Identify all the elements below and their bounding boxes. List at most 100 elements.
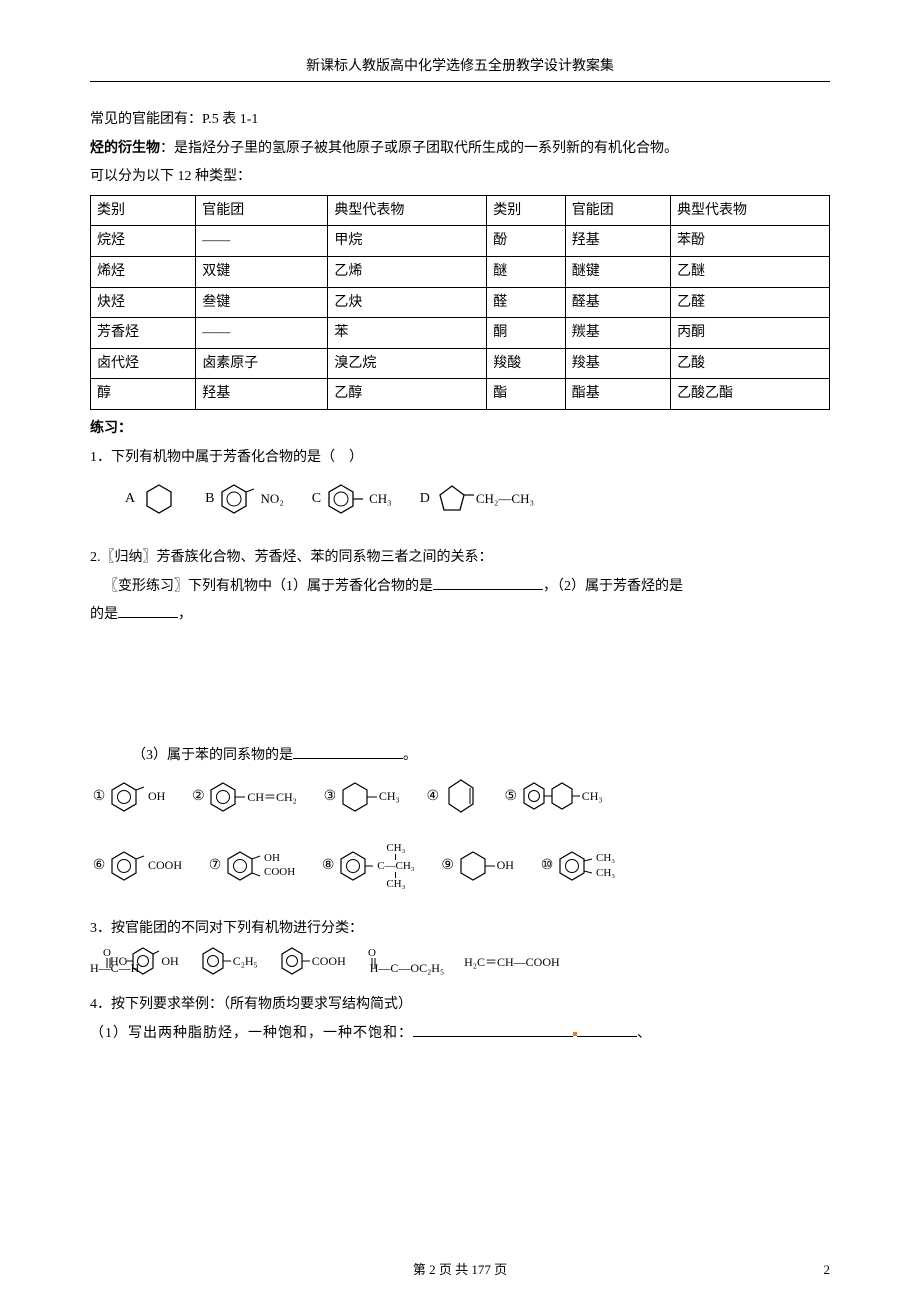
blank-2[interactable] bbox=[118, 603, 178, 618]
circ-8: ⑧ bbox=[319, 857, 337, 874]
q3-text: 3．按官能团的不同对下列有机物进行分类： bbox=[90, 916, 830, 943]
struct-9-label: OH bbox=[497, 858, 514, 873]
q3-s2: HO OH bbox=[110, 946, 179, 976]
table-cell: 双键 bbox=[196, 256, 328, 287]
table-cell: 炔烃 bbox=[91, 287, 196, 318]
q3-s5-text: H—C—OC₂H₅ bbox=[370, 961, 444, 976]
struct-8: ⑧ CH₃ C—CH₃ CH₃ bbox=[319, 842, 414, 890]
blank-1[interactable] bbox=[433, 575, 543, 590]
q2b-line2: 的是 ， bbox=[90, 602, 830, 629]
table-cell: 乙酸乙酯 bbox=[671, 379, 830, 410]
q3-structures: H—C—H O HO OH C₂H₅ COOH O H—C—OC₂H₅ H₂C＝… bbox=[90, 946, 830, 976]
table-cell: 苯 bbox=[328, 318, 487, 349]
circ-6: ⑥ bbox=[90, 857, 108, 874]
table-cell: 卤素原子 bbox=[196, 348, 328, 379]
table-cell: 官能团 bbox=[196, 195, 328, 226]
q1-option-d: D CH₂—CH₃ bbox=[420, 482, 534, 516]
table-cell: 醚 bbox=[487, 256, 565, 287]
table-cell: 酯基 bbox=[565, 379, 670, 410]
q2b-end: ， bbox=[178, 607, 192, 622]
q3-s5: O H—C—OC₂H₅ bbox=[366, 946, 444, 976]
struct-8-top: CH₃ bbox=[386, 842, 405, 854]
text-line-2: 烃的衍生物：是指烃分子里的氢原子被其他原子或原子团取代所生成的一系列新的有机化合… bbox=[90, 136, 830, 163]
table-cell: 卤代烃 bbox=[91, 348, 196, 379]
circ-5: ⑤ bbox=[502, 788, 520, 805]
table-row: 烯烃双键乙烯醚醚键乙醚 bbox=[91, 256, 830, 287]
q3-ho: HO bbox=[110, 954, 127, 969]
struct-9: ⑨ OH bbox=[439, 849, 514, 883]
q2b-mid: ，（2）属于芳香烃的是 bbox=[543, 579, 683, 594]
table-cell: 醛基 bbox=[565, 287, 670, 318]
page-footer-center: 第 2 页 共 177 页 bbox=[0, 1259, 920, 1278]
q1-label-c: C bbox=[312, 491, 321, 507]
header-rule bbox=[90, 81, 830, 82]
bold-term: 烃的衍生物 bbox=[90, 141, 160, 156]
ch2ch3-label: CH₂—CH₃ bbox=[476, 491, 534, 507]
text-line-2-rest: ：是指烃分子里的氢原子被其他原子或原子团取代所生成的一系列新的有机化合物。 bbox=[160, 141, 678, 156]
q2c-text: （3）属于苯的同系物的是。 bbox=[90, 743, 830, 770]
table-cell: 类别 bbox=[487, 195, 565, 226]
table-cell: 羰基 bbox=[565, 318, 670, 349]
table-cell: 典型代表物 bbox=[328, 195, 487, 226]
table-cell: 乙醛 bbox=[671, 287, 830, 318]
circ-2: ② bbox=[189, 788, 207, 805]
table-cell: 乙烯 bbox=[328, 256, 487, 287]
no2-label: NO₂ bbox=[260, 491, 283, 507]
q3-s4-label: COOH bbox=[312, 954, 346, 969]
q1-option-c: C CH₃ bbox=[312, 481, 392, 517]
table-cell: 烯烃 bbox=[91, 256, 196, 287]
struct-10: ⑩ CH₃ CH₃ bbox=[538, 847, 615, 885]
q2a-text: 2.〖归纳〗芳香族化合物、芳香烃、苯的同系物三者之间的关系： bbox=[90, 545, 830, 572]
q2c-pre: （3）属于苯的同系物的是 bbox=[132, 748, 293, 763]
q4-1-pre: （1）写出两种脂肪烃，一种饱和，一种不饱和： bbox=[90, 1026, 413, 1041]
struct-1-label: OH bbox=[148, 789, 165, 804]
table-cell: 乙醇 bbox=[328, 379, 487, 410]
q1-label-a: A bbox=[125, 491, 135, 507]
circ-7: ⑦ bbox=[206, 857, 224, 874]
table-cell: 羟基 bbox=[565, 226, 670, 257]
blank-5[interactable] bbox=[577, 1022, 637, 1037]
table-cell: 溴乙烷 bbox=[328, 348, 487, 379]
q1-options: A B NO₂ C CH₃ D bbox=[125, 481, 830, 517]
text-line-3: 可以分为以下 12 种类型： bbox=[90, 164, 830, 191]
q2b-end-pre: 的是 bbox=[90, 607, 118, 622]
q1-label-d: D bbox=[420, 491, 430, 507]
table-row: 卤代烃卤素原子溴乙烷羧酸羧基乙酸 bbox=[91, 348, 830, 379]
table-cell: 羧基 bbox=[565, 348, 670, 379]
q3-s2-oh: OH bbox=[161, 954, 178, 969]
blank-4[interactable] bbox=[413, 1022, 573, 1037]
table-cell: 乙酸 bbox=[671, 348, 830, 379]
benzene-no2-icon bbox=[220, 481, 262, 517]
table-cell: 类别 bbox=[91, 195, 196, 226]
struct-6: ⑥ COOH bbox=[90, 849, 182, 883]
q4-text: 4．按下列要求举例：（所有物质均要求写结构简式） bbox=[90, 992, 830, 1019]
struct-8-mid: C—CH₃ bbox=[377, 860, 414, 872]
blank-3[interactable] bbox=[293, 744, 403, 759]
struct-7-cooh: COOH bbox=[264, 866, 295, 879]
structures-row-1: ① OH ② CH＝CH₂ ③ CH₃ ④ ⑤ CH₃ bbox=[90, 778, 830, 830]
q2b-pre: 〖变形练习〗下列有机物中（1）属于芳香化合物的是 bbox=[104, 579, 433, 594]
circ-3: ③ bbox=[321, 788, 339, 805]
q1-text: 1．下列有机物中属于芳香化合物的是（ ） bbox=[90, 445, 830, 472]
table-cell: 苯酚 bbox=[671, 226, 830, 257]
q1-option-b: B NO₂ bbox=[205, 481, 284, 517]
table-cell: 羧酸 bbox=[487, 348, 565, 379]
table-cell: 典型代表物 bbox=[671, 195, 830, 226]
q1-label-b: B bbox=[205, 491, 214, 507]
table-cell: 酮 bbox=[487, 318, 565, 349]
table-row: 类别官能团典型代表物类别官能团典型代表物 bbox=[91, 195, 830, 226]
table-cell: 芳香烃 bbox=[91, 318, 196, 349]
q3-s4: COOH bbox=[278, 946, 346, 976]
table-row: 芳香烃——苯酮羰基丙酮 bbox=[91, 318, 830, 349]
q2b-text: 〖变形练习〗下列有机物中（1）属于芳香化合物的是 ，（2）属于芳香烃的是 bbox=[90, 574, 830, 601]
struct-2: ② CH＝CH₂ bbox=[189, 780, 297, 814]
table-cell: 醇 bbox=[91, 379, 196, 410]
q4-trail: 、 bbox=[637, 1026, 652, 1041]
q3-s6-text: H₂C＝CH—COOH bbox=[464, 955, 560, 969]
q1-option-a: A bbox=[125, 481, 177, 517]
table-cell: 烷烃 bbox=[91, 226, 196, 257]
struct-7: ⑦ OH COOH bbox=[206, 847, 295, 885]
q3-s3-label: C₂H₅ bbox=[233, 954, 258, 969]
table-row: 炔烃叁键乙炔醛醛基乙醛 bbox=[91, 287, 830, 318]
table-cell: 叁键 bbox=[196, 287, 328, 318]
